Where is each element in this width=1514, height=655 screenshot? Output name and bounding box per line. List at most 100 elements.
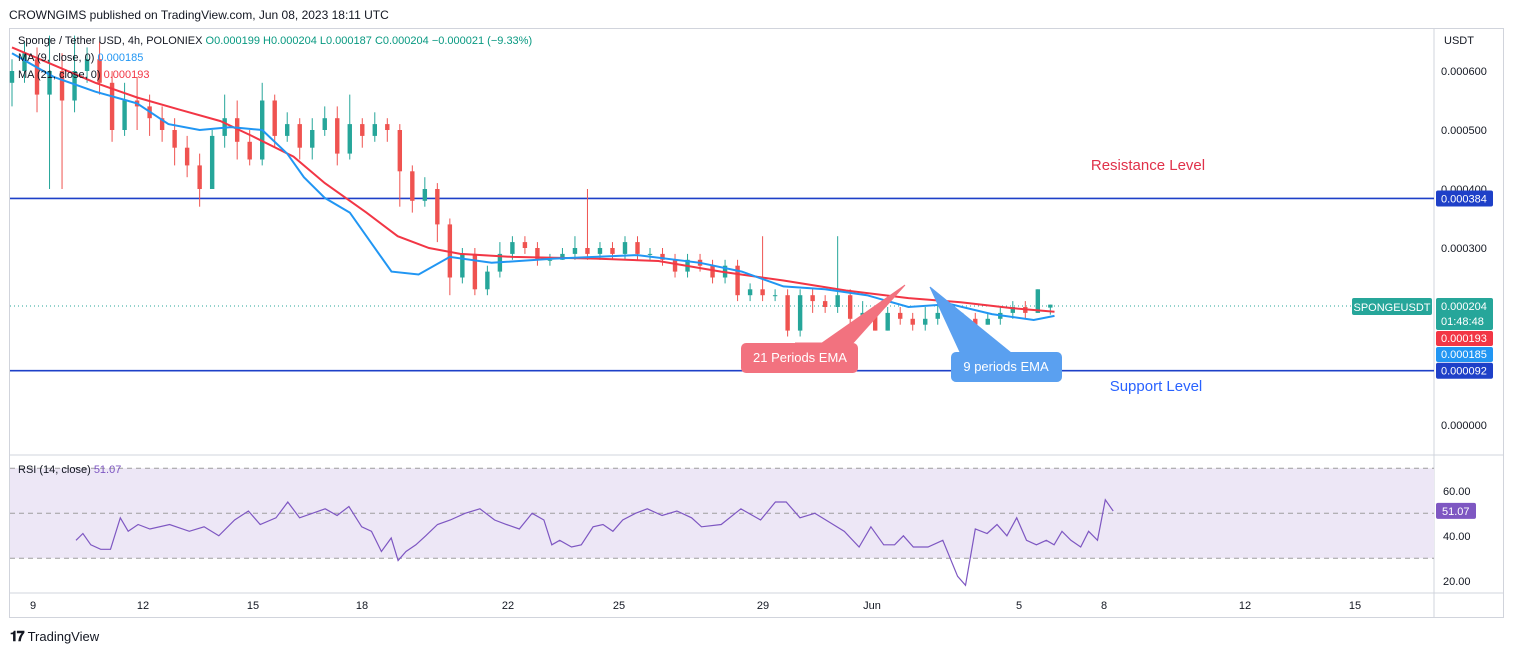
support-level-label: Support Level	[1110, 378, 1203, 395]
candle-body	[485, 271, 490, 290]
rsi-line	[75, 498, 1114, 587]
candle-body	[1010, 307, 1015, 313]
candle-body	[735, 265, 740, 296]
time-tick-label: 22	[502, 600, 514, 612]
ema21-price-tag	[1436, 331, 1493, 346]
time-tick-label: Jun	[863, 600, 881, 612]
candle-body	[372, 124, 377, 136]
candle-body	[622, 242, 628, 254]
candle-body	[760, 289, 765, 296]
candle-body	[285, 124, 290, 136]
ma21-value: 0.000193	[103, 69, 150, 81]
candle-body	[710, 265, 715, 278]
candle-body	[247, 141, 252, 160]
candle-body	[522, 242, 528, 248]
ema21-price-tag-label: 0.000193	[1441, 333, 1487, 345]
candle-body	[923, 318, 928, 325]
price-tick-label: 0.000300	[1441, 243, 1487, 255]
candle-body	[472, 253, 478, 290]
candle-body	[935, 312, 940, 319]
candle-body	[898, 312, 903, 319]
price-tick-label: 0.000000	[1441, 420, 1487, 432]
chart-frame[interactable]	[9, 28, 1504, 618]
time-tick-label: 15	[247, 600, 259, 612]
resistance-level-label: Resistance Level	[1091, 157, 1205, 174]
candle-body	[835, 295, 840, 307]
candle-body	[785, 295, 790, 331]
rsi-tick-label: 20.00	[1443, 576, 1471, 588]
candle-body	[172, 130, 177, 148]
ema21-line	[11, 46, 1055, 313]
candle-body	[47, 71, 52, 95]
candle-body	[572, 248, 578, 254]
ema9-price-tag-label: 0.000185	[1441, 349, 1487, 361]
candle-body	[272, 100, 277, 136]
candle-body	[435, 189, 440, 225]
candle-body	[97, 59, 102, 83]
price-tick-label: 0.000500	[1441, 125, 1487, 137]
candle-body	[184, 147, 190, 166]
symbol-label: Sponge / Tether USD, 4h, POLONIEX	[18, 35, 203, 47]
candle-body	[672, 259, 678, 272]
legend-rsi-row: RSI (14, close) 51.07	[18, 464, 121, 476]
ma21-label: MA (21, close, 0)	[18, 69, 101, 81]
brand-label: TradingView	[27, 629, 100, 644]
rsi-value-tag-label: 51.07	[1442, 506, 1470, 518]
candle-body	[747, 289, 753, 296]
level-price-tag-label: 0.000092	[1441, 366, 1487, 378]
candle-body	[822, 301, 828, 307]
ema9-line	[11, 52, 1055, 322]
legend-symbol-row: Sponge / Tether USD, 4h, POLONIEX O0.000…	[18, 35, 532, 47]
ema21-callout-box	[741, 343, 858, 373]
candle-body	[535, 248, 540, 260]
ema9-price-tag	[1436, 347, 1493, 362]
price-tick-label: 0.000600	[1441, 66, 1487, 78]
candle-body	[34, 59, 40, 95]
legend-ma21-row: MA (21, close, 0) 0.000193	[18, 69, 150, 81]
rsi-value-tag	[1436, 502, 1476, 519]
candle-body	[335, 118, 340, 154]
rsi-tick-label: 60.00	[1443, 486, 1471, 498]
time-tick-label: 29	[757, 600, 769, 612]
time-tick-label: 12	[1239, 600, 1251, 612]
level-price-tag	[1436, 362, 1493, 379]
candle-body	[910, 318, 915, 325]
candle-body	[547, 259, 553, 261]
candle-body	[985, 318, 990, 325]
candle-body	[810, 295, 815, 302]
rsi-tick-label: 40.00	[1443, 531, 1471, 543]
candle-body	[647, 253, 653, 255]
rsi-value: 51.07	[93, 464, 122, 476]
time-tick-label: 9	[30, 600, 36, 612]
time-tick-label: 25	[613, 600, 625, 612]
legend-ma9-row: MA (9, close, 0) 0.000185	[18, 52, 143, 64]
candle-body	[109, 82, 115, 130]
candle-body	[197, 165, 202, 189]
candle-body	[347, 124, 352, 154]
candle-body	[59, 71, 65, 101]
ema9-callout-label: 9 periods EMA	[963, 359, 1049, 374]
candle-body	[310, 130, 315, 148]
candle-body	[322, 118, 327, 130]
candle-body	[885, 312, 890, 331]
candle-body	[1048, 304, 1053, 308]
tradingview-logo-icon: 𝟏𝟕	[10, 628, 25, 644]
ohlc-readout: O0.000199 H0.000204 L0.000187 C0.000204 …	[205, 35, 533, 47]
candle-body	[460, 253, 465, 278]
candle-body	[610, 248, 615, 254]
tradingview-footer[interactable]: 𝟏𝟕 TradingView	[10, 628, 99, 645]
ma9-label: MA (9, close, 0)	[18, 52, 95, 64]
candle-body	[797, 295, 803, 331]
candle-body	[510, 242, 515, 254]
time-tick-label: 5	[1016, 600, 1022, 612]
candle-body	[9, 71, 15, 83]
time-tick-label: 12	[137, 600, 149, 612]
candle-body	[973, 318, 978, 325]
time-tick-label: 15	[1349, 600, 1361, 612]
candle-body	[660, 253, 665, 260]
candle-body	[72, 71, 77, 101]
rsi-label: RSI (14, close)	[18, 464, 91, 476]
ma9-value: 0.000185	[97, 52, 144, 64]
countdown-label: 01:48:48	[1441, 316, 1484, 328]
